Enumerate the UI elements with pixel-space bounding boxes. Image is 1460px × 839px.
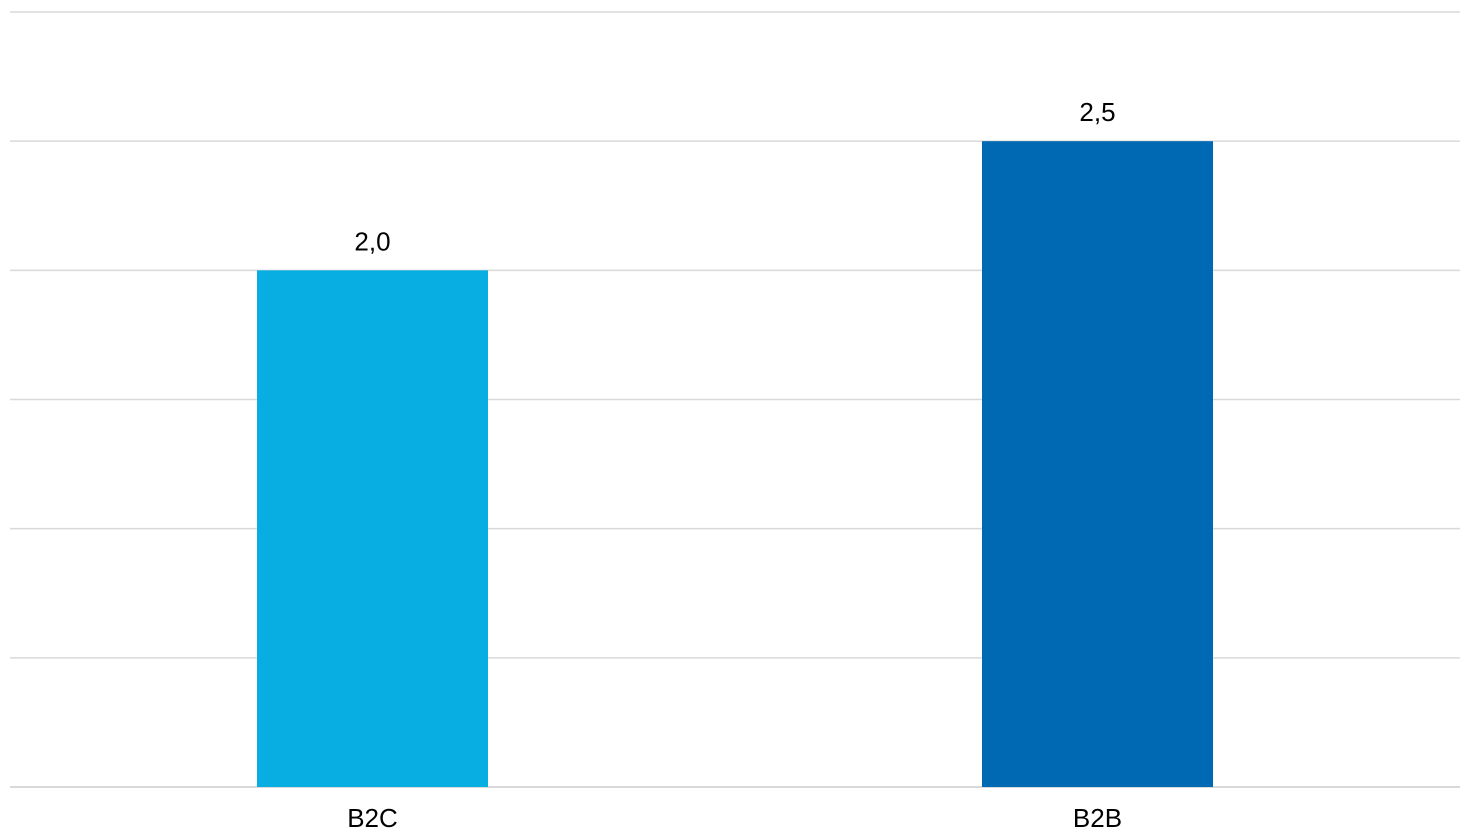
data-labels: 2,0 2,5 [354,97,1115,256]
data-label-b2b: 2,5 [1079,97,1115,127]
bars [257,141,1213,787]
bar-b2b [982,141,1213,787]
gridlines [10,11,1460,788]
bar-b2c [257,270,488,787]
data-label-b2c: 2,0 [354,226,390,256]
x-tick-label-b2c: B2C [347,803,398,833]
x-axis-tick-labels: B2C B2B [347,803,1122,833]
x-tick-label-b2b: B2B [1073,803,1122,833]
